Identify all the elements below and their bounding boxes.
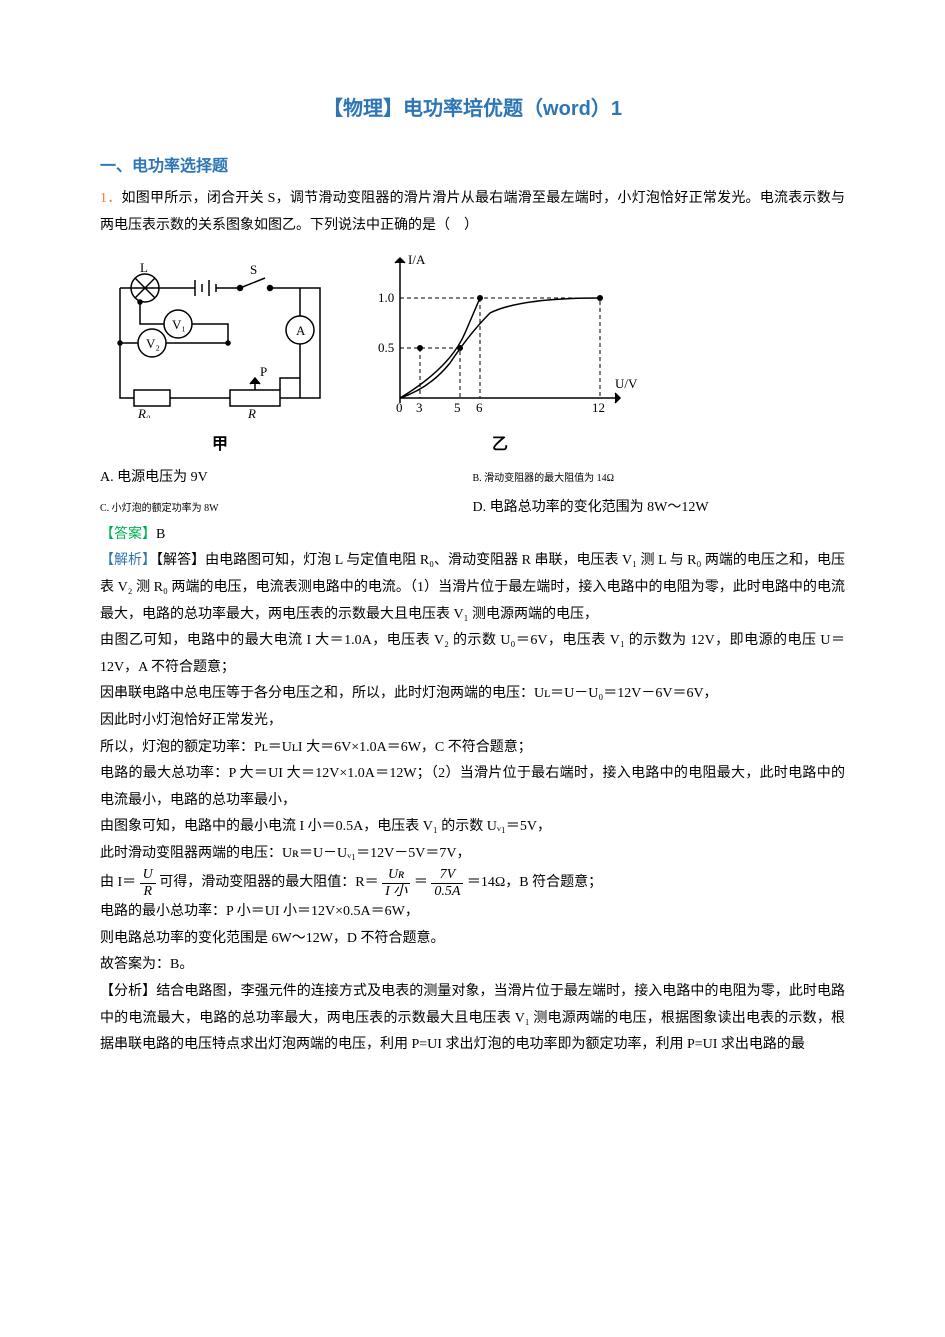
label-A: A	[296, 323, 306, 338]
iv-graph: I/A U/V 1.0 0.5 0 3 5 6 12	[360, 248, 640, 418]
option-D: D. 电路总功率的变化范围为 8W～12W	[473, 495, 846, 522]
graph-caption: 乙	[360, 430, 640, 460]
section-heading: 一、电功率选择题	[100, 152, 845, 182]
label-L: L	[140, 260, 148, 275]
answer-value: B	[156, 527, 165, 542]
label-V1: V₁	[172, 317, 186, 332]
option-B: B. 滑动变阻器的最大阻值为 14Ω	[473, 465, 846, 492]
circuit-caption: 甲	[100, 430, 340, 460]
xtick-5: 5	[454, 400, 461, 415]
option-C: C. 小灯泡的额定功率为 8W	[100, 495, 473, 522]
frac-mid2: ＝	[414, 876, 428, 891]
label-V2: V₂	[146, 336, 160, 351]
explain-line-1: 由图乙可知，电路中的最大电流 I 大＝1.0A，电压表 V₂ 的示数 U₀＝6V…	[100, 628, 845, 681]
options-row-2: C. 小灯泡的额定功率为 8W D. 电路总功率的变化范围为 8W～12W	[100, 495, 845, 522]
page-title: 【物理】电功率培优题（word）1	[100, 90, 845, 128]
label-P: P	[260, 364, 267, 379]
question-text: 如图甲所示，闭合开关 S，调节滑动变阻器的滑片滑片从最右端滑至最左端时，小灯泡恰…	[100, 191, 845, 233]
xtick-6: 6	[476, 400, 483, 415]
explain-line-7: 此时滑动变阻器两端的电压：Uʀ＝U－Uᵥ₁＝12V－5V＝7V，	[100, 841, 845, 868]
explain-line-0: 【解答】由电路图可知，灯泡 L 与定值电阻 R₀、滑动变阻器 R 串联，电压表 …	[100, 553, 845, 621]
question-stem: 1．如图甲所示，闭合开关 S，调节滑动变阻器的滑片滑片从最右端滑至最左端时，小灯…	[100, 186, 845, 239]
explain-line-4: 所以，灯泡的额定功率：Pʟ＝UʟI 大＝6V×1.0A＝6W，C 不符合题意；	[100, 735, 845, 762]
ytick-0: 0.5	[378, 340, 394, 355]
frac-2: UʀI 小	[382, 867, 410, 899]
explain-line-5: 电路的最大总功率：P 大＝UI 大＝12V×1.0A＝12W；（2）当滑片位于最…	[100, 761, 845, 814]
graph-xlabel: U/V	[615, 376, 638, 391]
explain-line-6: 由图象可知，电路中的最小电流 I 小＝0.5A，电压表 V₁ 的示数 Uᵥ₁＝5…	[100, 814, 845, 841]
frac-1: UR	[140, 867, 156, 899]
question-number: 1．	[100, 191, 121, 206]
ytick-1: 1.0	[378, 290, 394, 305]
explain-line-3: 因此时小灯泡恰好正常发光，	[100, 708, 845, 735]
explain-frac-line: 由 I＝ UR 可得，滑动变阻器的最大阻值：R＝ UʀI 小 ＝ 7V0.5A …	[100, 867, 845, 899]
answer-line: 【答案】B	[100, 522, 845, 549]
graph-figure: I/A U/V 1.0 0.5 0 3 5 6 12 乙	[360, 248, 640, 461]
option-A: A. 电源电压为 9V	[100, 465, 473, 492]
graph-ylabel: I/A	[408, 252, 426, 267]
explain-line-2: 因串联电路中总电压等于各分电压之和，所以，此时灯泡两端的电压：Uʟ＝U－U₀＝1…	[100, 681, 845, 708]
frac-mid: 可得，滑动变阻器的最大阻值：R＝	[159, 876, 378, 891]
xtick-12: 12	[592, 400, 605, 415]
analysis-block: 【分析】结合电路图，李强元件的连接方式及电表的测量对象，当滑片位于最左端时，接入…	[100, 979, 845, 1059]
explain-line2-2: 故答案为：B。	[100, 952, 845, 979]
circuit-figure: L S V₁ V₂ A R₀ R P 甲	[100, 258, 340, 461]
label-S: S	[250, 262, 257, 277]
xtick-3: 3	[416, 400, 423, 415]
frac-suffix: ＝14Ω，B 符合题意；	[467, 876, 602, 891]
xtick-0: 0	[396, 400, 403, 415]
figure-row: L S V₁ V₂ A R₀ R P 甲	[100, 248, 845, 461]
label-R: R	[247, 406, 256, 418]
explain-block: 【解析】【解答】由电路图可知，灯泡 L 与定值电阻 R₀、滑动变阻器 R 串联，…	[100, 548, 845, 628]
explain-line2-1: 则电路总功率的变化范围是 6W～12W，D 不符合题意。	[100, 926, 845, 953]
circuit-diagram: L S V₁ V₂ A R₀ R P	[100, 258, 340, 418]
explain-line2-0: 电路的最小总功率：P 小＝UI 小＝12V×0.5A＝6W，	[100, 899, 845, 926]
explain-label: 【解析】	[100, 553, 156, 568]
options-row-1: A. 电源电压为 9V B. 滑动变阻器的最大阻值为 14Ω	[100, 465, 845, 492]
label-R0: R₀	[137, 406, 150, 418]
frac-prefix: 由 I＝	[100, 876, 136, 891]
answer-label: 【答案】	[100, 527, 156, 542]
frac-3: 7V0.5A	[431, 867, 463, 899]
